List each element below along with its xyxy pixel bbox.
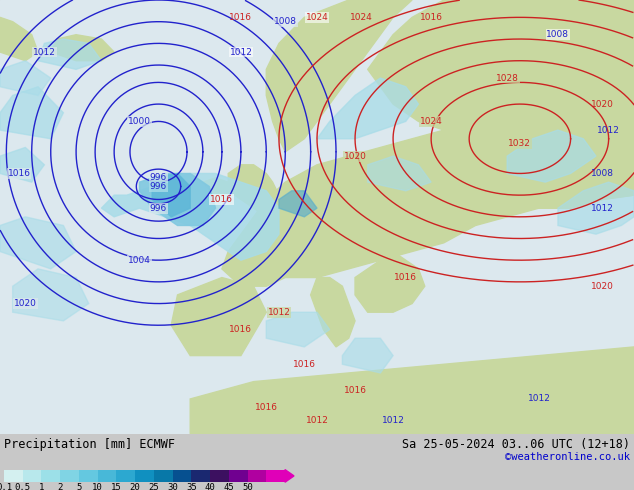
Text: 50: 50 [242,483,253,490]
Text: 1016: 1016 [255,403,278,412]
Bar [135,469,154,482]
Text: 1016: 1016 [293,360,316,369]
Text: 1: 1 [39,483,44,490]
Text: 996: 996 [150,173,167,182]
Bar [247,469,266,482]
Polygon shape [285,469,294,482]
Text: 1008: 1008 [591,169,614,178]
Bar [191,469,210,482]
Polygon shape [0,217,76,269]
Polygon shape [317,78,418,139]
Text: 1004: 1004 [128,256,151,265]
Bar [117,469,135,482]
Bar [154,469,172,482]
Polygon shape [311,277,355,347]
Polygon shape [355,251,425,312]
Text: 1016: 1016 [8,169,30,178]
Text: 40: 40 [205,483,216,490]
Text: 1008: 1008 [547,30,569,39]
Text: 2: 2 [58,483,63,490]
Text: 5: 5 [76,483,82,490]
Polygon shape [51,35,114,61]
Text: 1024: 1024 [420,117,443,126]
Polygon shape [38,39,101,70]
Text: 1012: 1012 [230,48,252,56]
Bar [229,469,247,482]
Text: 1016: 1016 [394,273,417,282]
Polygon shape [342,338,393,373]
Polygon shape [203,178,228,199]
Polygon shape [368,156,431,191]
Polygon shape [0,147,44,182]
Polygon shape [171,277,266,356]
Text: 1020: 1020 [14,299,37,308]
Text: 1028: 1028 [496,74,519,82]
Text: 1020: 1020 [344,151,366,161]
Text: 15: 15 [111,483,122,490]
Text: 996: 996 [150,204,167,213]
Polygon shape [368,0,634,208]
Text: 1020: 1020 [591,282,614,291]
Text: 1016: 1016 [344,386,366,395]
Text: 1016: 1016 [210,195,233,204]
Text: 1032: 1032 [508,139,531,147]
Bar [4,469,23,482]
Text: 0.5: 0.5 [15,483,31,490]
Polygon shape [228,165,285,217]
Text: 0.1: 0.1 [0,483,12,490]
Text: 1012: 1012 [33,48,56,56]
Text: 1012: 1012 [382,416,404,425]
Text: 1000: 1000 [128,117,151,126]
Text: 35: 35 [186,483,197,490]
Text: 1024: 1024 [306,13,328,22]
Bar [41,469,60,482]
Text: 45: 45 [223,483,234,490]
Polygon shape [266,0,412,152]
Polygon shape [266,312,330,347]
Polygon shape [152,173,190,217]
Polygon shape [0,87,63,139]
Text: 1024: 1024 [350,13,373,22]
Text: 1012: 1012 [591,204,614,213]
Text: 996: 996 [150,182,167,191]
Text: 10: 10 [93,483,103,490]
Text: 25: 25 [148,483,159,490]
Polygon shape [507,130,596,182]
Text: 1012: 1012 [527,394,550,403]
Bar [23,469,41,482]
Polygon shape [101,173,279,260]
Bar [98,469,117,482]
Polygon shape [139,173,216,225]
Polygon shape [190,347,634,434]
Text: 1020: 1020 [591,99,614,109]
Text: 1012: 1012 [597,125,620,135]
Text: 20: 20 [130,483,141,490]
Polygon shape [0,17,38,61]
Text: 1008: 1008 [274,17,297,26]
Text: Sa 25-05-2024 03..06 UTC (12+18): Sa 25-05-2024 03..06 UTC (12+18) [402,438,630,450]
Text: ©weatheronline.co.uk: ©weatheronline.co.uk [505,452,630,462]
Bar [60,469,79,482]
Polygon shape [0,61,51,96]
Polygon shape [13,269,89,321]
Text: 1016: 1016 [230,325,252,334]
Text: 1016: 1016 [230,13,252,22]
Bar [266,469,285,482]
Polygon shape [558,182,634,234]
Bar [79,469,98,482]
Text: 1012: 1012 [268,308,290,317]
Bar [210,469,229,482]
Text: 1012: 1012 [306,416,328,425]
Text: 30: 30 [167,483,178,490]
Text: Precipitation [mm] ECMWF: Precipitation [mm] ECMWF [4,438,175,450]
Polygon shape [279,191,317,217]
Bar [172,469,191,482]
Text: 1016: 1016 [420,13,443,22]
Polygon shape [222,108,634,286]
